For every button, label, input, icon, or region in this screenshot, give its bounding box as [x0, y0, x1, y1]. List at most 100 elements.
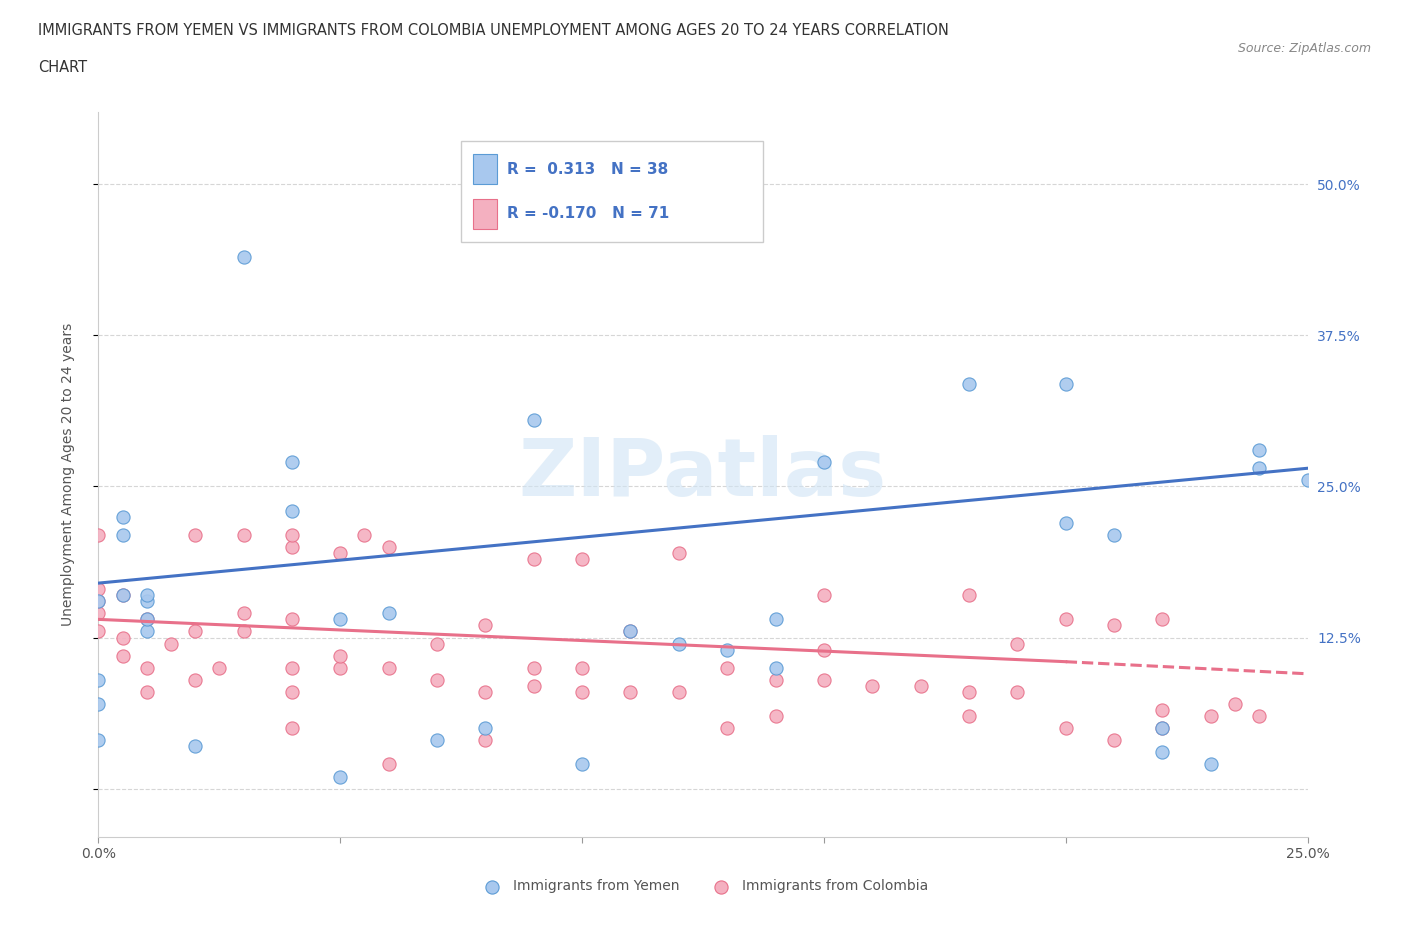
Point [232, 606, 254, 621]
Point [329, 769, 352, 784]
Point [111, 527, 134, 542]
Point [87, 527, 110, 542]
Point [571, 660, 593, 675]
Point [571, 757, 593, 772]
Point [1223, 697, 1246, 711]
Point [1007, 684, 1029, 699]
Point [135, 588, 157, 603]
Point [1152, 721, 1174, 736]
Point [765, 660, 787, 675]
Point [910, 679, 932, 694]
Point [329, 660, 352, 675]
Point [1152, 612, 1174, 627]
Point [281, 503, 304, 518]
Point [523, 679, 546, 694]
Point [232, 527, 254, 542]
Point [1007, 636, 1029, 651]
Point [765, 672, 787, 687]
Point [135, 660, 157, 675]
Point [135, 594, 157, 609]
Point [813, 588, 835, 603]
Point [765, 612, 787, 627]
Point [957, 684, 980, 699]
Point [619, 624, 641, 639]
Point [426, 636, 449, 651]
Point [135, 612, 157, 627]
Point [716, 643, 738, 658]
Point [1199, 709, 1222, 724]
Point [1199, 757, 1222, 772]
Point [1054, 721, 1077, 736]
Point [329, 648, 352, 663]
Point [111, 588, 134, 603]
Point [87, 582, 110, 597]
Point [111, 510, 134, 525]
Point [1102, 618, 1125, 633]
Point [184, 624, 207, 639]
Point [87, 606, 110, 621]
Point [957, 709, 980, 724]
Point [1152, 703, 1174, 718]
Point [1102, 733, 1125, 748]
Point [281, 455, 304, 470]
Point [1054, 377, 1077, 392]
Point [668, 545, 690, 560]
Point [135, 684, 157, 699]
Point [111, 631, 134, 645]
Point [474, 684, 496, 699]
Point [523, 660, 546, 675]
Point [281, 660, 304, 675]
Point [571, 551, 593, 566]
Point [281, 527, 304, 542]
Point [232, 624, 254, 639]
Point [474, 721, 496, 736]
Point [135, 612, 157, 627]
Point [813, 643, 835, 658]
Point [474, 618, 496, 633]
Text: Source: ZipAtlas.com: Source: ZipAtlas.com [1237, 42, 1371, 55]
Point [184, 672, 207, 687]
Point [111, 648, 134, 663]
Point [523, 413, 546, 428]
Y-axis label: Unemployment Among Ages 20 to 24 years: Unemployment Among Ages 20 to 24 years [60, 323, 75, 626]
Point [619, 624, 641, 639]
Point [329, 545, 352, 560]
Point [87, 672, 110, 687]
Point [377, 660, 399, 675]
Point [111, 588, 134, 603]
Point [1102, 527, 1125, 542]
Point [87, 697, 110, 711]
Point [281, 612, 304, 627]
Point [668, 636, 690, 651]
Point [523, 551, 546, 566]
Point [377, 539, 399, 554]
Text: ZIPatlas: ZIPatlas [519, 435, 887, 513]
Point [232, 249, 254, 264]
Point [474, 733, 496, 748]
Point [329, 612, 352, 627]
Point [668, 684, 690, 699]
Point [1249, 461, 1271, 476]
Point [1249, 709, 1271, 724]
Point [571, 684, 593, 699]
Point [184, 527, 207, 542]
Text: R = -0.170   N = 71: R = -0.170 N = 71 [506, 206, 669, 221]
Point [957, 377, 980, 392]
Point [281, 539, 304, 554]
Point [1296, 473, 1319, 488]
Point [426, 672, 449, 687]
Point [160, 636, 183, 651]
Point [281, 684, 304, 699]
Text: R =  0.313   N = 38: R = 0.313 N = 38 [506, 162, 668, 177]
Point [1152, 721, 1174, 736]
Text: IMMIGRANTS FROM YEMEN VS IMMIGRANTS FROM COLOMBIA UNEMPLOYMENT AMONG AGES 20 TO : IMMIGRANTS FROM YEMEN VS IMMIGRANTS FROM… [38, 23, 949, 38]
Point [281, 721, 304, 736]
Point [87, 624, 110, 639]
Point [184, 738, 207, 753]
Point [957, 588, 980, 603]
Point [1152, 745, 1174, 760]
Point [377, 757, 399, 772]
Point [860, 679, 883, 694]
Text: CHART: CHART [38, 60, 87, 75]
Point [619, 684, 641, 699]
